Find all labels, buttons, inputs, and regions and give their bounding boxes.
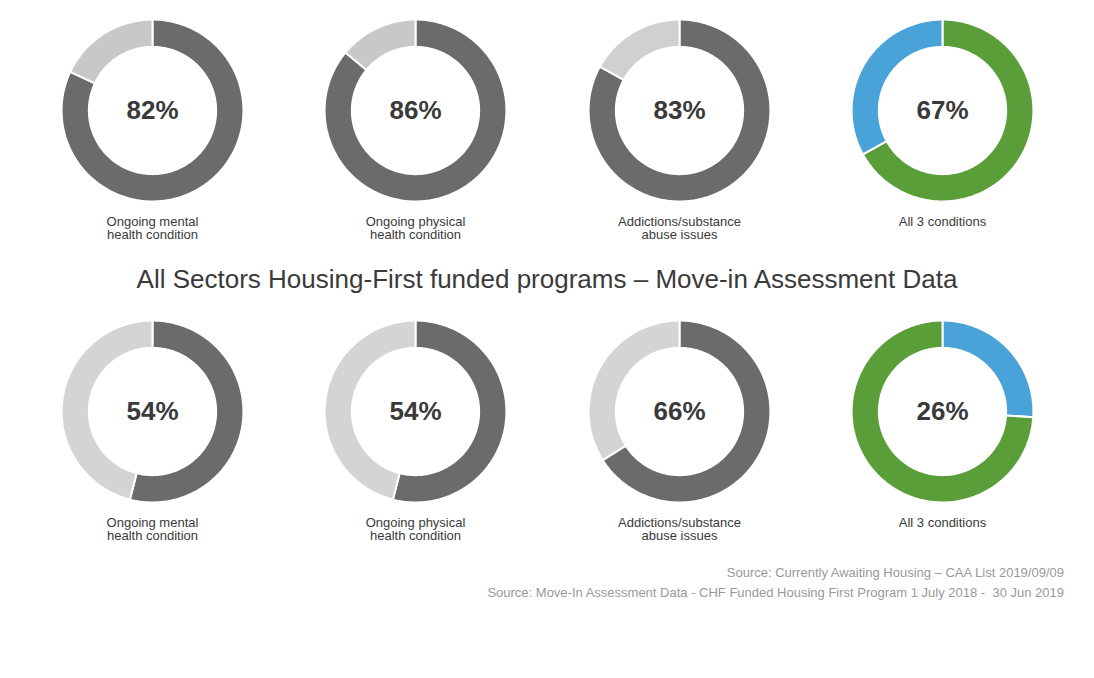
svg-text:Addictions/substanceabuse issu: Addictions/substanceabuse issues: [618, 214, 741, 242]
svg-text:54%: 54%: [126, 396, 178, 426]
svg-text:86%: 86%: [390, 95, 442, 125]
svg-text:54%: 54%: [390, 396, 442, 426]
svg-text:Ongoing physicalhealth conditi: Ongoing physicalhealth condition: [366, 515, 466, 543]
svg-text:26%: 26%: [917, 396, 969, 426]
html-text:Source: Move-In Assessment Dat: Source: Move-In Assessment Data - CHF Fu…: [487, 584, 1064, 600]
svg-text:Ongoing mentalhealth condition: Ongoing mentalhealth condition: [106, 214, 198, 242]
svg-text:All 3 conditions: All 3 conditions: [899, 515, 987, 530]
svg-text:All 3 conditions: All 3 conditions: [899, 214, 987, 229]
svg-text:Addictions/substanceabuse issu: Addictions/substanceabuse issues: [618, 515, 741, 543]
svg-text:66%: 66%: [653, 396, 705, 426]
svg-text:67%: 67%: [917, 95, 969, 125]
svg-text:Ongoing mentalhealth condition: Ongoing mentalhealth condition: [106, 515, 198, 543]
svg-text:Ongoing physicalhealth conditi: Ongoing physicalhealth condition: [366, 214, 466, 242]
svg-text:83%: 83%: [653, 95, 705, 125]
html-text:All Sectors Housing-First fund: All Sectors Housing-First funded program…: [136, 264, 958, 294]
svg-text:82%: 82%: [126, 95, 178, 125]
html-text:Source: Currently Awaiting Hou: Source: Currently Awaiting Housing – CAA…: [726, 565, 1064, 580]
